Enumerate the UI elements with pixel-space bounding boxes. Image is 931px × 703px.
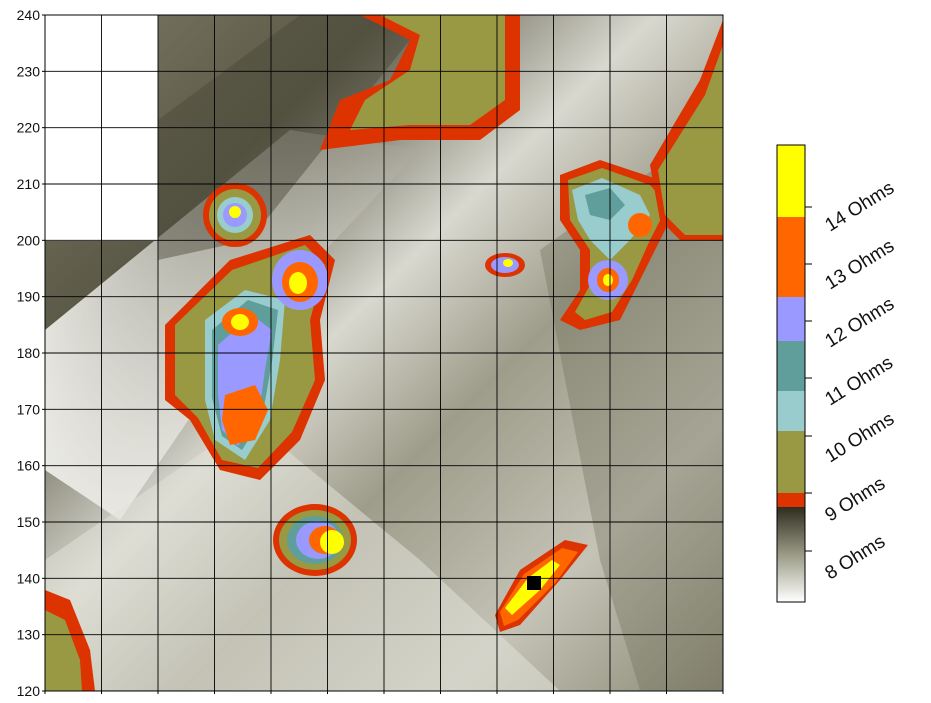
y-tick-label: 170 xyxy=(17,401,41,417)
y-tick-label: 130 xyxy=(17,627,41,643)
legend: 14 Ohms 13 Ohms 12 Ohms 11 Ohms 10 Ohms … xyxy=(776,144,899,603)
legend-label-10: 10 Ohms xyxy=(822,409,899,468)
y-tick-label: 210 xyxy=(17,176,41,192)
y-tick-label: 220 xyxy=(17,120,41,136)
y-tick-label: 190 xyxy=(17,289,41,305)
legend-label-11: 11 Ohms xyxy=(822,352,897,410)
legend-frame xyxy=(776,144,806,603)
y-tick-label: 140 xyxy=(17,570,41,586)
anomaly-top-center xyxy=(320,15,520,150)
y-tick-label: 160 xyxy=(17,458,41,474)
anomaly-lower-right-elongated xyxy=(495,540,588,632)
legend-band-red xyxy=(777,493,805,507)
y-tick-label: 180 xyxy=(17,345,41,361)
legend-label-14: 14 Ohms xyxy=(822,178,899,237)
y-tick-label: 240 xyxy=(17,7,41,23)
legend-band-violet xyxy=(777,297,805,341)
legend-band-orange xyxy=(777,217,805,297)
legend-band-gradient xyxy=(777,507,805,602)
legend-band-cyan xyxy=(777,391,805,431)
anomaly-small-mid-right xyxy=(485,253,525,277)
legend-label-13: 13 Ohms xyxy=(822,236,899,295)
anomaly-right xyxy=(560,160,680,330)
y-axis: 240 230 220 210 200 190 180 170 160 150 140 130 120 xyxy=(17,7,724,699)
anomaly-upper-left-small xyxy=(203,183,267,247)
legend-band-teal xyxy=(777,341,805,391)
legend-band-yellow xyxy=(777,145,805,217)
legend-label-12: 12 Ohms xyxy=(822,294,899,353)
legend-label-8: 8 Ohms xyxy=(822,531,890,584)
survey-map xyxy=(45,15,723,691)
y-tick-label: 120 xyxy=(17,683,41,699)
marker-black-square xyxy=(527,576,541,590)
legend-ticks xyxy=(805,206,812,552)
y-tick-label: 200 xyxy=(17,232,41,248)
legend-label-9: 9 Ohms xyxy=(822,473,890,526)
map-grid xyxy=(45,15,723,691)
y-tick-label: 230 xyxy=(17,63,41,79)
legend-band-olive xyxy=(777,431,805,493)
anomaly-bottom-left xyxy=(45,590,95,691)
y-tick-label: 150 xyxy=(17,514,41,530)
anomaly-right-edge xyxy=(650,20,723,240)
anomaly-lower-center xyxy=(273,504,357,576)
